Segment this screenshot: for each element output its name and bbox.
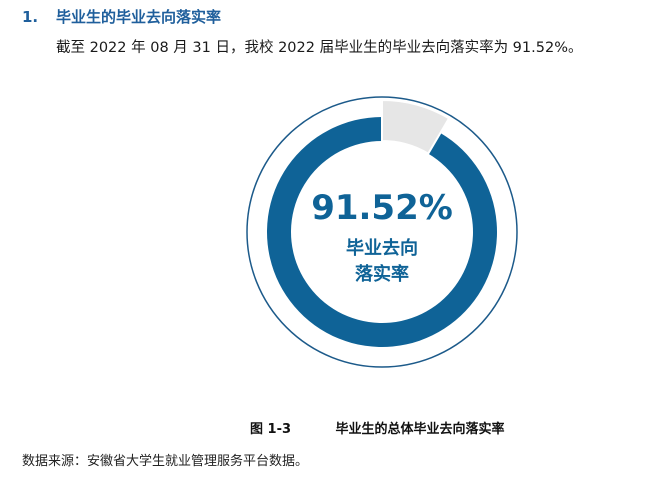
center-label-line1: 毕业去向 — [346, 237, 418, 259]
center-value: 91.52% — [311, 188, 453, 228]
center-label-line2: 落实率 — [355, 263, 409, 285]
donut-outer-ring — [246, 96, 518, 368]
section-title: 毕业生的毕业去向落实率 — [56, 8, 222, 26]
section-number: 1. — [22, 7, 39, 26]
slice-achieved — [266, 117, 497, 347]
intro-text: 截至 2022 年 08 月 31 日，我校 2022 届毕业生的毕业去向落实率… — [56, 40, 583, 56]
donut-slices — [266, 98, 497, 347]
figure-title: 毕业生的总体毕业去向落实率 — [335, 422, 505, 437]
section-heading: 1. 毕业生的毕业去向落实率 — [22, 6, 221, 27]
source-note: 数据来源：安徽省大学生就业管理服务平台数据。 — [22, 454, 309, 469]
slice-remainder — [381, 98, 451, 155]
figure-number: 图 1-3 — [250, 422, 292, 437]
donut-chart: 91.52% 毕业去向 落实率 — [246, 96, 518, 368]
figure-caption: 图 1-3 毕业生的总体毕业去向落实率 — [250, 418, 505, 437]
